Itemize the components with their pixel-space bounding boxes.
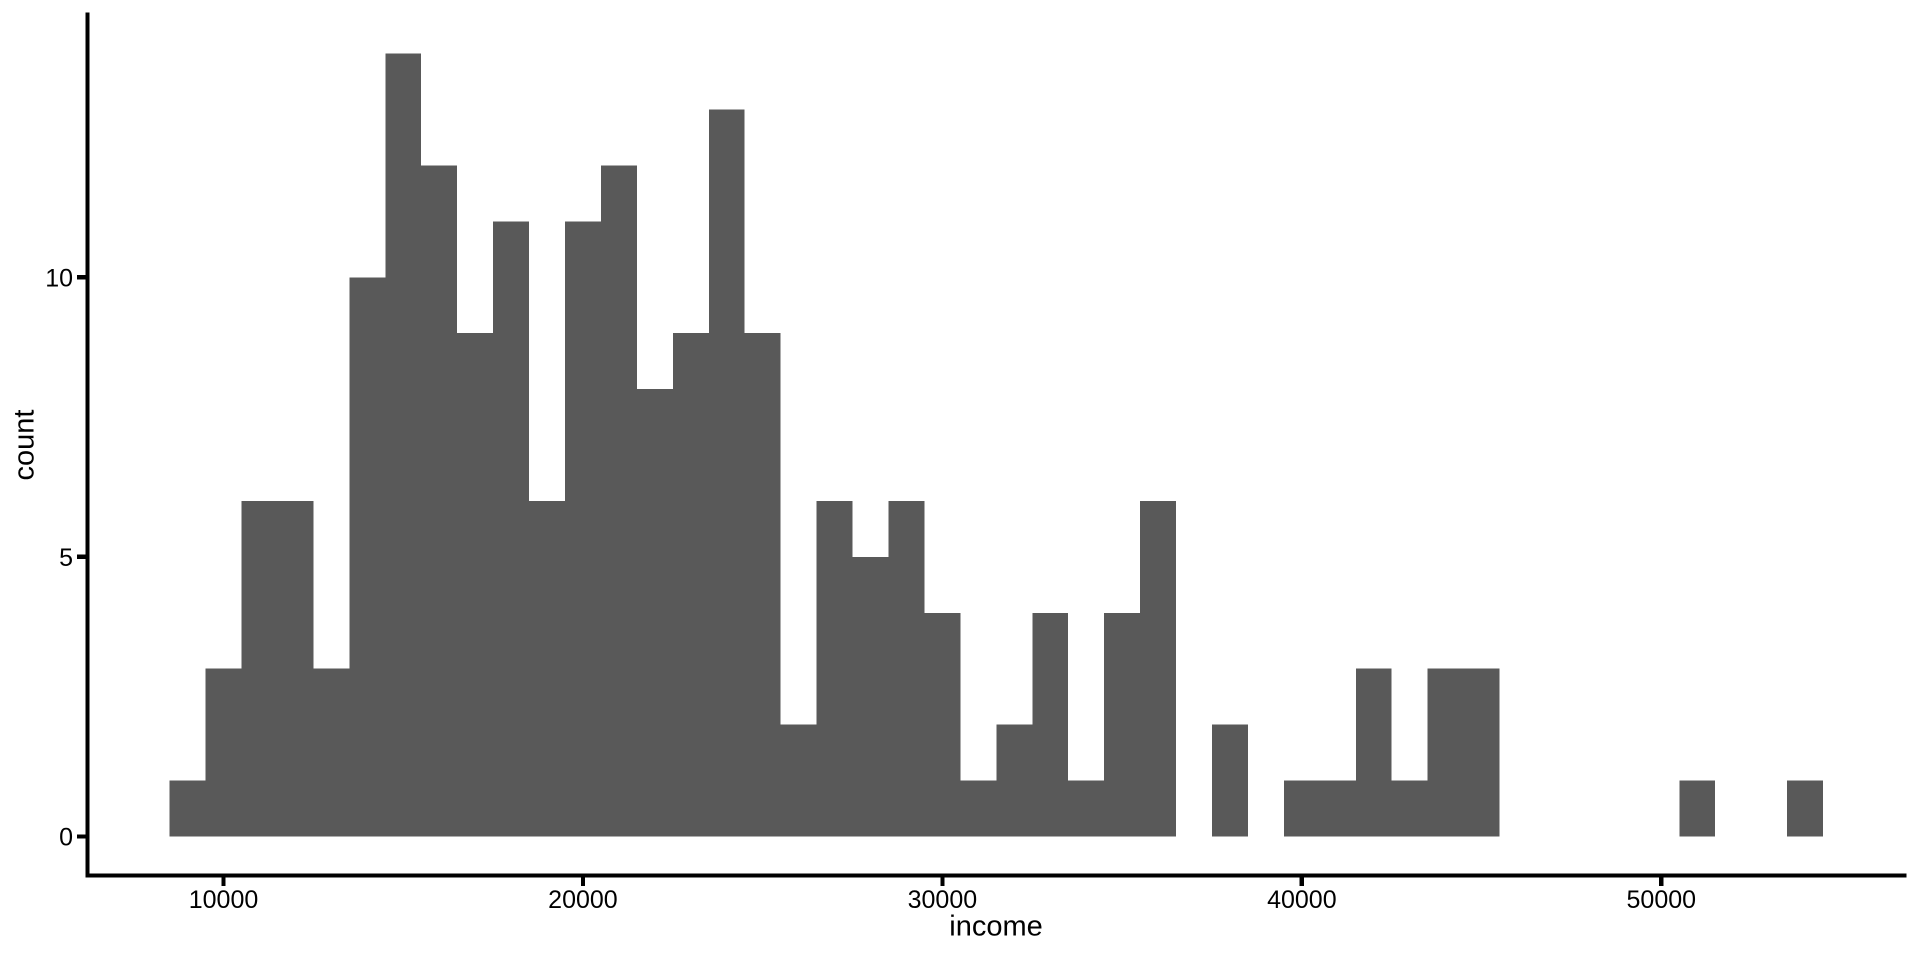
axis-group	[85, 12, 1907, 878]
histogram-bar-24500-25500	[744, 333, 781, 837]
histogram-bar-50500-51500	[1679, 780, 1716, 837]
histogram-bar-44500-45500	[1463, 668, 1500, 837]
histogram-bar-26500-27500	[816, 500, 853, 837]
histogram-bar-42500-43500	[1391, 780, 1428, 837]
histogram-bar-21500-22500	[636, 389, 673, 837]
histogram-bar-30500-31500	[960, 780, 997, 837]
x-tick-label-10000: 10000	[189, 886, 259, 914]
histogram-bar-23500-24500	[708, 109, 745, 837]
x-tick-label-40000: 40000	[1267, 886, 1337, 914]
x-tick-label-20000: 20000	[548, 886, 618, 914]
x-axis-line	[85, 873, 1907, 878]
x-axis-title: income	[949, 911, 1043, 943]
y-axis-title: count	[9, 410, 41, 481]
histogram-bar-27500-28500	[852, 556, 889, 837]
histogram-bar-40500-41500	[1319, 780, 1356, 837]
x-tick-20000	[580, 877, 586, 887]
y-tick-10	[76, 275, 86, 280]
histogram-bar-17500-18500	[493, 221, 530, 837]
x-tick-10000	[221, 877, 226, 887]
histogram-bar-19500-20500	[564, 221, 601, 837]
histogram-bar-33500-34500	[1068, 780, 1105, 837]
histogram-bar-13500-14500	[349, 277, 386, 837]
histogram-bar-15500-16500	[421, 165, 458, 837]
y-tick-0	[76, 834, 86, 839]
y-tick-label-0: 0	[59, 823, 73, 851]
histogram-bar-31500-32500	[996, 724, 1033, 837]
y-tick-label-5: 5	[59, 544, 73, 572]
x-tick-50000	[1659, 877, 1664, 887]
bars-group	[169, 53, 1824, 837]
histogram-bar-43500-44500	[1427, 668, 1464, 837]
histogram-bar-53500-54500	[1787, 780, 1824, 837]
histogram-bar-20500-21500	[600, 165, 637, 837]
histogram-bar-39500-40500	[1283, 780, 1320, 837]
histogram-bar-37500-38500	[1211, 724, 1248, 837]
histogram-bar-41500-42500	[1355, 668, 1392, 837]
y-tick-5	[76, 554, 86, 559]
histogram-bar-29500-30500	[924, 612, 961, 837]
histogram-bar-34500-35500	[1104, 612, 1141, 837]
histogram-bar-18500-19500	[529, 500, 565, 837]
tick-label-group: 10000 20000 30000 40000 50000 0 5 10	[45, 264, 1696, 914]
histogram-bar-16500-17500	[457, 333, 494, 837]
x-tick-40000	[1299, 877, 1304, 887]
x-tick-label-30000: 30000	[908, 886, 978, 914]
y-tick-label-10: 10	[45, 264, 73, 292]
histogram-bar-10500-11500	[241, 500, 278, 837]
histogram-bar-22500-23500	[672, 333, 709, 837]
histogram-bar-8500-9500	[169, 780, 206, 837]
histogram-bar-25500-26500	[780, 724, 817, 837]
tick-group	[76, 275, 1664, 887]
histogram-bar-14500-15500	[385, 53, 422, 837]
histogram-bar-11500-12500	[277, 500, 314, 837]
histogram-bar-32500-33500	[1032, 612, 1069, 837]
histogram-bar-9500-10500	[205, 668, 242, 837]
histogram-bar-35500-36500	[1140, 500, 1177, 837]
y-axis-line	[85, 12, 90, 878]
histogram-bar-28500-29500	[888, 500, 925, 837]
histogram-bar-12500-13500	[313, 668, 350, 837]
x-tick-label-50000: 50000	[1627, 886, 1697, 914]
x-tick-30000	[940, 877, 945, 887]
